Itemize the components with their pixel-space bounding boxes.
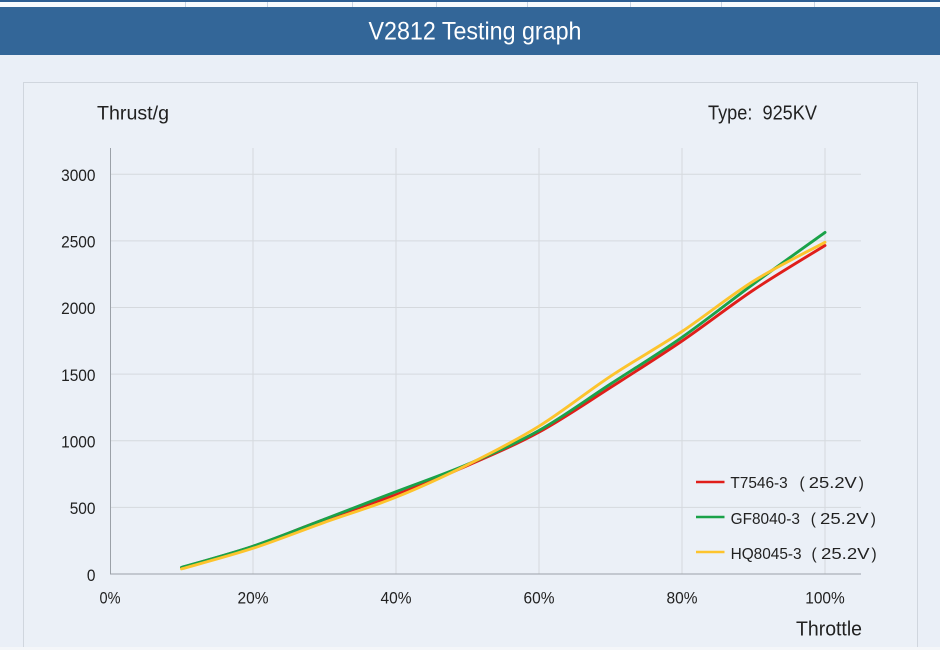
svg-text:): ) — [872, 546, 877, 563]
svg-text:20%: 20% — [238, 588, 269, 607]
svg-text:1500: 1500 — [61, 366, 95, 385]
svg-text:500: 500 — [70, 499, 96, 518]
svg-text:25.2V: 25.2V — [820, 511, 869, 528]
svg-text:HQ8045-3: HQ8045-3 — [731, 546, 802, 563]
svg-text:): ) — [871, 511, 876, 528]
svg-text:Throttle: Throttle — [796, 619, 862, 641]
svg-text:(: ( — [812, 546, 818, 563]
svg-text:T7546-3: T7546-3 — [730, 475, 787, 492]
svg-text:0%: 0% — [100, 588, 121, 607]
svg-text:GF8040-3: GF8040-3 — [731, 511, 800, 528]
svg-text:(: ( — [800, 475, 806, 492]
svg-text:V2812 Testing graph: V2812 Testing graph — [369, 18, 582, 46]
svg-text:3000: 3000 — [61, 166, 95, 185]
svg-text:(: ( — [811, 511, 817, 528]
svg-text:80%: 80% — [667, 588, 698, 607]
svg-text:40%: 40% — [381, 588, 412, 607]
svg-text:Type: 925KV: Type: 925KV — [708, 102, 818, 124]
svg-text:25.2V: 25.2V — [821, 546, 870, 563]
svg-text:100%: 100% — [805, 588, 845, 607]
svg-text:1000: 1000 — [61, 433, 95, 452]
svg-text:): ) — [859, 475, 864, 492]
svg-text:0: 0 — [87, 566, 96, 585]
svg-text:Thrust/g: Thrust/g — [97, 103, 169, 125]
svg-text:25.2V: 25.2V — [809, 475, 858, 492]
svg-text:2000: 2000 — [61, 299, 95, 318]
svg-text:60%: 60% — [524, 588, 555, 607]
svg-text:2500: 2500 — [61, 233, 95, 252]
